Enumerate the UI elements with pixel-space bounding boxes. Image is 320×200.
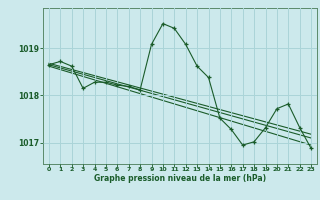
X-axis label: Graphe pression niveau de la mer (hPa): Graphe pression niveau de la mer (hPa) (94, 174, 266, 183)
